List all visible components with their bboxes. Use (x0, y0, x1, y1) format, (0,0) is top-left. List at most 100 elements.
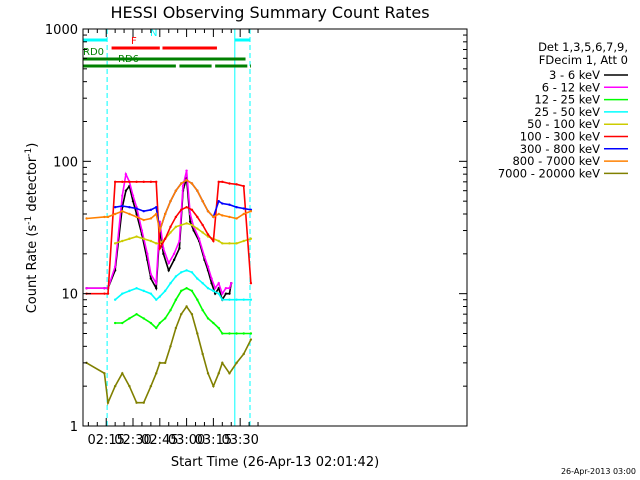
series-point-800to7000kev (174, 189, 178, 192)
series-point-25to50kev (249, 298, 253, 301)
series-point-100to300kev (196, 215, 199, 219)
series-point-12to25kev (158, 321, 161, 325)
series-point-12to25kev (212, 321, 215, 325)
series-point-100to300kev (142, 180, 145, 184)
series-point-800to7000kev (235, 217, 238, 220)
series-point-50to100kev (128, 237, 131, 240)
series-point-3to6kev (172, 258, 176, 262)
series-point-800to7000kev (106, 215, 110, 219)
series-point-12to25kev (155, 326, 158, 330)
series-point-100to300kev (190, 208, 194, 212)
footer-timestamp: 26-Apr-2013 03:00 (561, 467, 636, 476)
series-point-7000to20000kev (174, 326, 178, 330)
x-tick-label: 03:00 (168, 433, 205, 448)
series-point-100to300kev (155, 180, 158, 184)
series-point-50to100kev (174, 225, 178, 229)
series-point-100to300kev (235, 183, 238, 186)
series-point-12to25kev (235, 332, 238, 335)
series-point-300to800kev (142, 209, 145, 213)
series-point-7000to20000kev (201, 352, 204, 356)
series-point-100to300kev (128, 180, 131, 184)
series-point-100to300kev (242, 184, 245, 188)
series-point-25to50kev (201, 281, 204, 285)
series-point-7000to20000kev (190, 312, 194, 316)
series-point-3to6kev (131, 199, 135, 203)
series-point-300to800kev (128, 206, 131, 209)
series-point-6to12kev (206, 265, 210, 268)
series-point-25to50kev (206, 286, 210, 290)
series-point-6to12kev (210, 277, 213, 280)
series-point-300to800kev (217, 199, 220, 203)
series-point-800to7000kev (158, 229, 161, 232)
series-point-100to300kev (158, 247, 161, 250)
series-point-100to300kev (106, 292, 110, 295)
series-point-12to25kev (228, 332, 231, 335)
series-point-7000to20000kev (113, 384, 117, 388)
series-point-25to50kev (128, 289, 131, 293)
series-point-300to800kev (242, 207, 245, 210)
series-point-50to100kev (249, 237, 253, 240)
series-point-25to50kev (174, 275, 178, 278)
series-point-7000to20000kev (155, 372, 158, 375)
series-point-7000to20000kev (212, 384, 215, 388)
series-point-3to6kev (124, 189, 128, 192)
series-point-7000to20000kev (235, 361, 238, 365)
series-point-800to7000kev (85, 217, 88, 220)
series-point-100to300kev (249, 281, 253, 285)
series-point-100to300kev (169, 225, 172, 229)
y-tick-label: 1000 (45, 23, 78, 38)
series-point-800to7000kev (217, 212, 220, 216)
series-point-50to100kev (155, 242, 158, 245)
series-point-25to50kev (163, 289, 167, 293)
series-point-100to300kev (135, 180, 138, 184)
series-point-50to100kev (113, 242, 117, 245)
series-point-25to50kev (149, 292, 153, 295)
series-point-800to7000kev (128, 212, 131, 216)
series-point-6to12kev (146, 252, 149, 256)
series-point-6to12kev (85, 286, 88, 290)
series-point-7000to20000kev (163, 361, 167, 365)
series-point-7000to20000kev (221, 361, 224, 365)
series-point-300to800kev (228, 203, 231, 206)
series-point-3to6kev (162, 252, 165, 256)
series-point-800to7000kev (242, 212, 245, 216)
series-point-6to12kev (181, 184, 185, 188)
y-axis-label: Count Rate (s-1 detector-1) (24, 143, 40, 314)
legend-label-100to300kev: 100 - 300 keV (520, 130, 600, 144)
series-point-12to25kev (169, 309, 172, 312)
series-point-6to12kev (230, 281, 233, 285)
legend-label-25to50kev: 25 - 50 keV (534, 105, 600, 119)
series-point-12to25kev (121, 321, 124, 325)
legend-header-line-2: FDecim 1, Att 0 (539, 53, 628, 67)
flag-label-f: F (131, 36, 137, 47)
series-point-12to25kev (142, 317, 145, 320)
series-point-100to300kev (221, 180, 224, 184)
series-point-7000to20000kev (228, 372, 231, 375)
series-line-6to12kev (86, 170, 232, 296)
series-point-800to7000kev (201, 199, 204, 203)
series-point-50to100kev (185, 222, 188, 225)
series-lines (85, 169, 253, 406)
series-point-7000to20000kev (149, 384, 153, 388)
series-point-800to7000kev (149, 217, 153, 220)
legend: Det 1,3,5,6,7,9, FDecim 1, Att 0 3 - 6 k… (498, 40, 628, 180)
series-point-6to12kev (213, 286, 217, 290)
series-point-100to300kev (201, 223, 204, 227)
legend-label-50to100kev: 50 - 100 keV (527, 117, 600, 131)
series-point-6to12kev (162, 247, 165, 250)
series-point-6to12kev (140, 229, 144, 232)
x-tick-label: 03:15 (195, 433, 232, 448)
series-point-800to7000kev (113, 212, 117, 216)
series-point-7000to20000kev (217, 372, 220, 375)
series-point-12to25kev (180, 289, 183, 293)
series-point-800to7000kev (142, 218, 145, 222)
series-point-3to6kev (178, 247, 181, 250)
series-point-800to7000kev (212, 215, 215, 219)
series-point-6to12kev (121, 194, 124, 197)
series-point-7000to20000kev (196, 332, 199, 335)
series-point-3to6kev (228, 292, 231, 295)
series-point-3to6kev (167, 269, 170, 272)
series-point-800to7000kev (221, 214, 224, 217)
